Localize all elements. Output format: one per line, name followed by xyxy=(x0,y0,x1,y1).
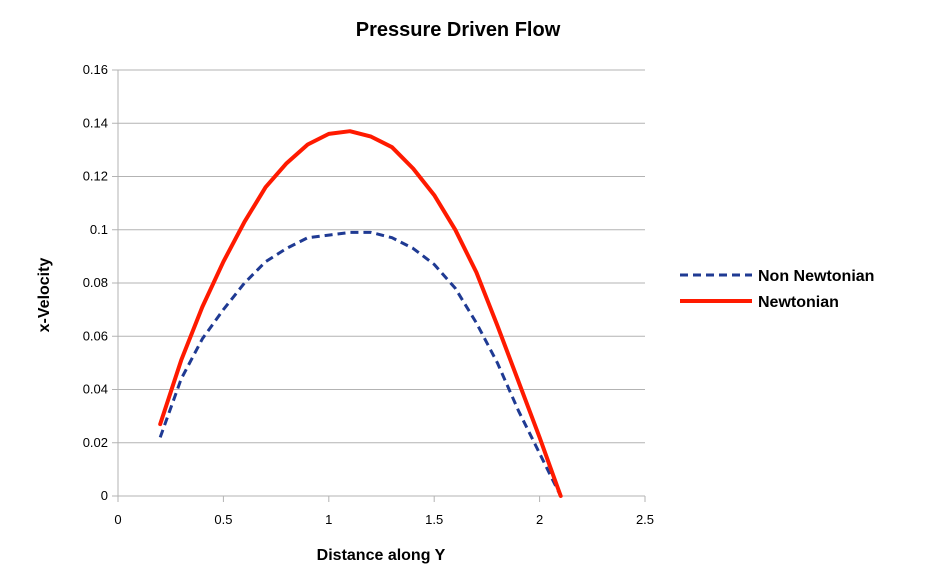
y-tick-label: 0.06 xyxy=(83,328,108,343)
y-tick-label: 0 xyxy=(101,488,108,503)
y-tick-label: 0.04 xyxy=(83,382,108,397)
y-tick-label: 0.14 xyxy=(83,115,108,130)
x-tick-label: 2 xyxy=(536,512,543,527)
legend-label: Newtonian xyxy=(758,294,839,311)
x-tick-label: 0.5 xyxy=(214,512,232,527)
legend-label: Non Newtonian xyxy=(758,268,874,285)
tick-labels: 0 0.02 0.04 0.06 0.08 0.1 0.12 0.14 0.16 0 0.5 1 1.5… xyxy=(83,62,654,527)
data-series xyxy=(158,129,563,498)
series-line-non-newtonian xyxy=(158,230,563,497)
chart-title: Pressure Driven Flow xyxy=(356,19,561,41)
x-tick-label: 0 xyxy=(114,512,121,527)
y-tick-label: 0.08 xyxy=(83,275,108,290)
series-line-newtonian xyxy=(158,129,563,498)
x-axis-title: Distance along Y xyxy=(317,547,446,564)
y-tick-label: 0.1 xyxy=(90,222,108,237)
y-tick-label: 0.12 xyxy=(83,169,108,184)
x-tick-label: 2.5 xyxy=(636,512,654,527)
axes xyxy=(112,69,646,502)
legend: Non Newtonian Newtonian xyxy=(680,268,874,311)
x-tick-label: 1 xyxy=(325,512,332,527)
gridlines xyxy=(118,69,645,444)
x-tick-label: 1.5 xyxy=(425,512,443,527)
y-tick-label: 0.02 xyxy=(83,435,108,450)
y-axis-title: x-Velocity xyxy=(36,258,53,333)
y-tick-label: 0.16 xyxy=(83,62,108,77)
